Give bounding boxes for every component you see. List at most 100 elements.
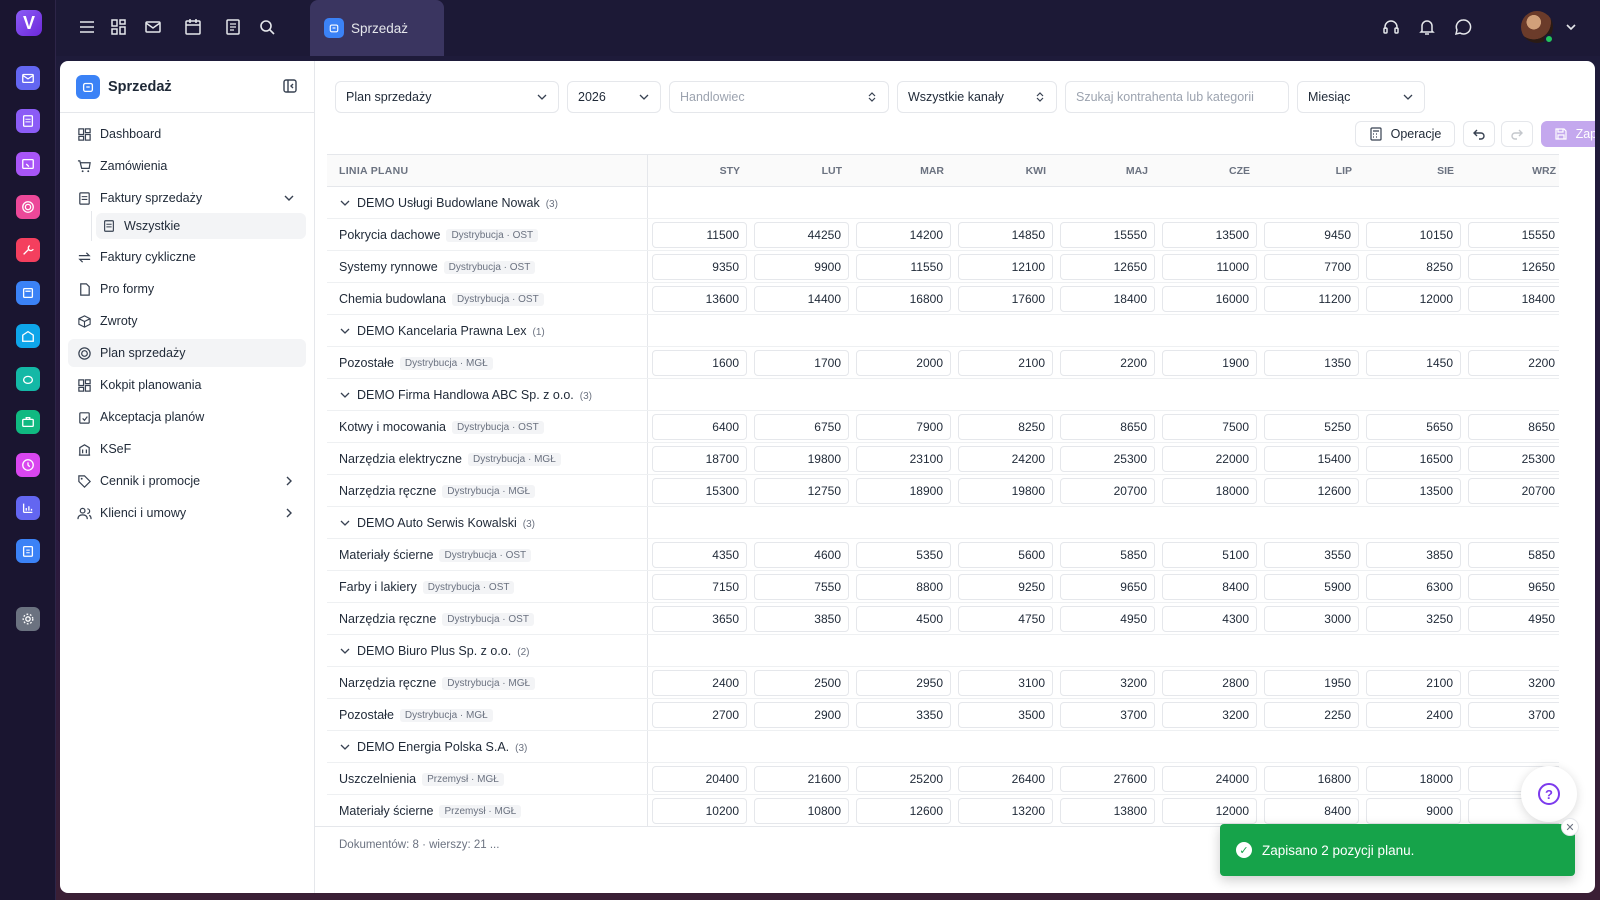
plan-value-input[interactable]: 11500 xyxy=(652,222,747,248)
plan-value-input[interactable]: 19800 xyxy=(754,446,849,472)
plan-value-input[interactable]: 25300 xyxy=(1060,446,1155,472)
group-row[interactable]: DEMO Auto Serwis Kowalski (3) xyxy=(327,507,1559,539)
plan-value-input[interactable]: 3200 xyxy=(1162,702,1257,728)
plan-value-input[interactable]: 12750 xyxy=(754,478,849,504)
documents-app-icon[interactable] xyxy=(16,109,40,133)
chevron-down-icon[interactable] xyxy=(339,389,351,401)
plan-value-input[interactable]: 23100 xyxy=(856,446,951,472)
plan-value-input[interactable]: 7700 xyxy=(1264,254,1359,280)
store-app-icon[interactable] xyxy=(16,281,40,305)
redo-button[interactable] xyxy=(1501,121,1533,147)
plan-value-input[interactable]: 10200 xyxy=(652,798,747,824)
period-select[interactable]: Miesiąc xyxy=(1297,81,1425,113)
plan-value-input[interactable]: 2100 xyxy=(1366,670,1461,696)
sidebar-item-dashboard[interactable]: Dashboard xyxy=(68,120,306,148)
chevron-down-icon[interactable] xyxy=(339,645,351,657)
group-row[interactable]: DEMO Kancelaria Prawna Lex (1) xyxy=(327,315,1559,347)
plan-value-input[interactable]: 15550 xyxy=(1468,222,1559,248)
plan-value-input[interactable]: 44250 xyxy=(754,222,849,248)
plan-value-input[interactable]: 22000 xyxy=(1162,446,1257,472)
plan-value-input[interactable]: 16800 xyxy=(856,286,951,312)
headset-icon[interactable] xyxy=(1380,16,1402,38)
plan-value-input[interactable]: 2000 xyxy=(856,350,951,376)
reports-app-icon[interactable] xyxy=(16,496,40,520)
plan-value-input[interactable]: 4750 xyxy=(958,606,1053,632)
plan-value-input[interactable]: 9650 xyxy=(1060,574,1155,600)
plan-value-input[interactable]: 25300 xyxy=(1468,446,1559,472)
plan-value-input[interactable]: 7150 xyxy=(652,574,747,600)
plan-value-input[interactable]: 14200 xyxy=(856,222,951,248)
plan-value-input[interactable]: 11200 xyxy=(1264,286,1359,312)
plan-value-input[interactable]: 24000 xyxy=(1162,766,1257,792)
group-row[interactable]: DEMO Biuro Plus Sp. z o.o. (2) xyxy=(327,635,1559,667)
chevron-down-icon[interactable] xyxy=(339,197,351,209)
sidebar-item-faktury-cykliczne[interactable]: Faktury cykliczne xyxy=(68,243,306,271)
tab-sprzedaz[interactable]: Sprzedaż xyxy=(310,0,444,56)
plan-value-input[interactable]: 12600 xyxy=(1264,478,1359,504)
chevron-down-icon[interactable] xyxy=(339,517,351,529)
plan-value-input[interactable]: 3200 xyxy=(1468,670,1559,696)
plan-value-input[interactable]: 3500 xyxy=(958,702,1053,728)
plan-value-input[interactable]: 4950 xyxy=(1468,606,1559,632)
apps-grid-icon[interactable] xyxy=(108,16,130,38)
plan-value-input[interactable]: 4500 xyxy=(856,606,951,632)
operations-button[interactable]: Operacje xyxy=(1355,121,1455,147)
plan-value-input[interactable]: 9450 xyxy=(1264,222,1359,248)
plan-value-input[interactable]: 13200 xyxy=(958,798,1053,824)
plan-value-input[interactable]: 12000 xyxy=(1366,286,1461,312)
mail-app-icon[interactable] xyxy=(16,66,40,90)
plan-value-input[interactable]: 3700 xyxy=(1060,702,1155,728)
plan-value-input[interactable]: 15300 xyxy=(652,478,747,504)
clock-app-icon[interactable] xyxy=(16,453,40,477)
mail-icon[interactable] xyxy=(142,16,164,38)
plan-value-input[interactable]: 7500 xyxy=(1162,414,1257,440)
plan-value-input[interactable]: 18400 xyxy=(1060,286,1155,312)
group-row[interactable]: DEMO Energia Polska S.A. (3) xyxy=(327,731,1559,763)
plan-value-input[interactable]: 13800 xyxy=(1060,798,1155,824)
plan-value-input[interactable]: 1350 xyxy=(1264,350,1359,376)
sidebar-item-faktury-sprzedazy[interactable]: Faktury sprzedaży xyxy=(68,184,306,212)
plan-value-input[interactable]: 1950 xyxy=(1264,670,1359,696)
plan-value-input[interactable]: 4300 xyxy=(1162,606,1257,632)
search-icon[interactable] xyxy=(256,16,278,38)
group-row[interactable]: DEMO Usługi Budowlane Nowak (3) xyxy=(327,187,1559,219)
plan-value-input[interactable]: 16000 xyxy=(1162,286,1257,312)
plan-value-input[interactable]: 2950 xyxy=(856,670,951,696)
plan-value-input[interactable]: 13500 xyxy=(1162,222,1257,248)
plan-value-input[interactable]: 3100 xyxy=(958,670,1053,696)
plan-value-input[interactable]: 4600 xyxy=(754,542,849,568)
plan-value-input[interactable]: 18700 xyxy=(652,446,747,472)
plan-value-input[interactable]: 3000 xyxy=(1264,606,1359,632)
plan-value-input[interactable]: 2400 xyxy=(1366,702,1461,728)
plan-value-input[interactable]: 18400 xyxy=(1468,286,1559,312)
plan-value-input[interactable]: 1900 xyxy=(1162,350,1257,376)
plan-value-input[interactable]: 3850 xyxy=(754,606,849,632)
plan-value-input[interactable]: 5600 xyxy=(958,542,1053,568)
plan-value-input[interactable]: 1450 xyxy=(1366,350,1461,376)
sidebar-item-akceptacja-planow[interactable]: Akceptacja planów xyxy=(68,403,306,431)
plan-value-input[interactable]: 20700 xyxy=(1060,478,1155,504)
plan-value-input[interactable]: 2700 xyxy=(652,702,747,728)
plan-value-input[interactable]: 2100 xyxy=(958,350,1053,376)
chevron-down-icon[interactable] xyxy=(1560,16,1582,38)
plan-value-input[interactable]: 3550 xyxy=(1264,542,1359,568)
plan-value-input[interactable]: 20700 xyxy=(1468,478,1559,504)
sidebar-item-pro-formy[interactable]: Pro formy xyxy=(68,275,306,303)
plan-value-input[interactable]: 8250 xyxy=(1366,254,1461,280)
plan-value-input[interactable]: 11550 xyxy=(856,254,951,280)
plan-value-input[interactable]: 9000 xyxy=(1366,798,1461,824)
plan-value-input[interactable]: 1700 xyxy=(754,350,849,376)
plan-value-input[interactable]: 5900 xyxy=(1264,574,1359,600)
plan-value-input[interactable]: 5350 xyxy=(856,542,951,568)
plan-value-input[interactable]: 7550 xyxy=(754,574,849,600)
piggy-bank-app-icon[interactable] xyxy=(16,367,40,391)
plan-value-input[interactable]: 2200 xyxy=(1468,350,1559,376)
bell-icon[interactable] xyxy=(1416,16,1438,38)
settings-gear-icon[interactable] xyxy=(16,607,40,631)
plan-value-input[interactable]: 25200 xyxy=(856,766,951,792)
year-select[interactable]: 2026 xyxy=(567,81,661,113)
plan-value-input[interactable]: 3250 xyxy=(1366,606,1461,632)
files-app-icon[interactable] xyxy=(16,152,40,176)
plan-value-input[interactable]: 2500 xyxy=(754,670,849,696)
plan-value-input[interactable]: 3850 xyxy=(1366,542,1461,568)
